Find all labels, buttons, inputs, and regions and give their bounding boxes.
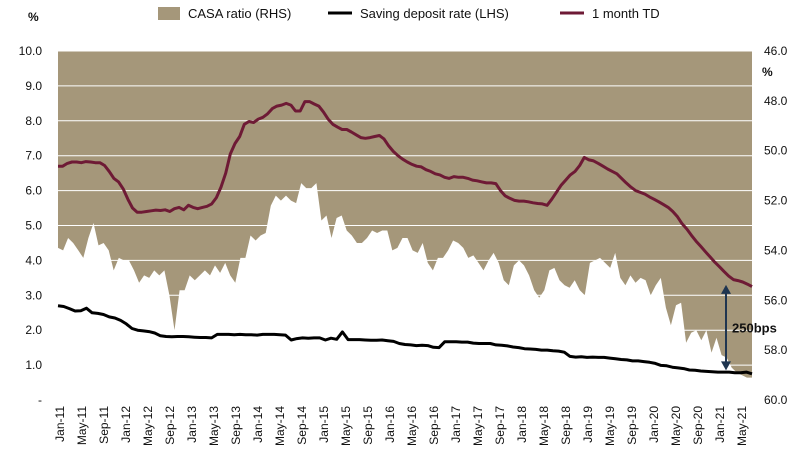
x-tick-label: May-11 [75, 406, 89, 445]
x-tick-label: Jan-19 [581, 406, 595, 443]
spread-arrow-head-bottom [721, 361, 731, 371]
x-tick-label: Sep-19 [625, 406, 639, 445]
x-tick-label: Jan-11 [53, 406, 67, 442]
left-axis-unit: % [28, 10, 39, 24]
x-tick-label: Sep-13 [229, 406, 243, 445]
right-axis-ticks: 46.0 48.0 50.0 52.0 54.0 56.0 58.0 60.0 [764, 44, 788, 407]
x-tick-label: May-17 [471, 406, 485, 446]
x-tick-label: Sep-12 [163, 406, 177, 445]
right-tick-label: 48.0 [764, 94, 788, 108]
left-tick-label: 2.0 [25, 323, 42, 337]
right-tick-label: 52.0 [764, 194, 788, 208]
left-tick-label: 4.0 [25, 253, 42, 267]
x-tick-label: Jan-12 [119, 406, 133, 443]
x-tick-label: Jan-13 [185, 406, 199, 443]
right-tick-label: 60.0 [764, 393, 788, 407]
spread-label: 250bps [732, 321, 777, 336]
x-axis-ticks: Jan-11 May-11 Sep-11 Jan-12 May-12 Sep-12 Jan-… [53, 406, 749, 446]
spread-arrow-head-top [721, 284, 731, 294]
x-tick-label: Jan-14 [251, 406, 265, 443]
saving-deposit-rate-line [57, 304, 753, 376]
x-tick-label: May-14 [273, 406, 287, 446]
x-tick-label: May-12 [141, 406, 155, 446]
x-tick-label: May-13 [207, 406, 221, 446]
right-tick-label: 56.0 [764, 293, 788, 307]
x-tick-label: May-21 [735, 406, 749, 446]
x-tick-label: Sep-14 [295, 406, 309, 445]
left-tick-label: 6.0 [25, 184, 42, 198]
x-tick-label: Sep-16 [427, 406, 441, 445]
x-tick-label: May-18 [537, 406, 551, 446]
right-tick-label: 54.0 [764, 243, 788, 257]
x-tick-label: Jan-17 [449, 406, 463, 443]
x-tick-label: Sep-15 [361, 406, 375, 445]
left-tick-label: 7.0 [25, 149, 42, 163]
legend-swatch-casa [158, 7, 180, 20]
right-axis-unit: % [762, 65, 773, 79]
left-axis-ticks: - 1.0 2.0 3.0 4.0 5.0 6.0 7.0 8.0 9.0 10.0 [19, 44, 43, 407]
left-tick-label: 3.0 [25, 288, 42, 302]
x-tick-label: Jan-20 [647, 406, 661, 443]
right-tick-label: 58.0 [764, 343, 788, 357]
x-tick-label: Sep-17 [493, 406, 507, 445]
legend-label-saving: Saving deposit rate (LHS) [360, 6, 509, 21]
left-tick-label: - [38, 393, 42, 407]
casa-ratio-area [58, 51, 752, 378]
x-tick-label: Sep-20 [691, 406, 705, 445]
x-tick-label: May-15 [339, 406, 353, 446]
left-tick-label: 9.0 [25, 79, 42, 93]
one-month-td-line [58, 100, 753, 288]
left-tick-label: 10.0 [19, 44, 43, 58]
left-tick-label: 1.0 [25, 358, 42, 372]
x-tick-label: Jan-18 [515, 406, 529, 443]
x-tick-label: Sep-18 [559, 406, 573, 445]
x-tick-label: Sep-11 [97, 406, 111, 444]
x-tick-label: Jan-15 [317, 406, 331, 443]
legend-label-casa: CASA ratio (RHS) [188, 6, 291, 21]
left-tick-label: 5.0 [25, 219, 42, 233]
x-tick-label: Jan-16 [383, 406, 397, 443]
right-tick-label: 50.0 [764, 144, 788, 158]
right-tick-label: 46.0 [764, 44, 788, 58]
casa-area-layer [58, 51, 752, 378]
left-tick-label: 8.0 [25, 114, 42, 128]
line-layer [57, 100, 753, 376]
x-tick-label: May-20 [669, 406, 683, 446]
gridlines [58, 50, 752, 366]
spread-annotation: 250bps [721, 284, 777, 371]
legend-label-td: 1 month TD [592, 6, 660, 21]
x-tick-label: May-16 [405, 406, 419, 446]
x-tick-label: May-19 [603, 406, 617, 446]
legend: CASA ratio (RHS) Saving deposit rate (LH… [158, 6, 660, 21]
x-tick-label: Jan-21 [713, 406, 727, 443]
